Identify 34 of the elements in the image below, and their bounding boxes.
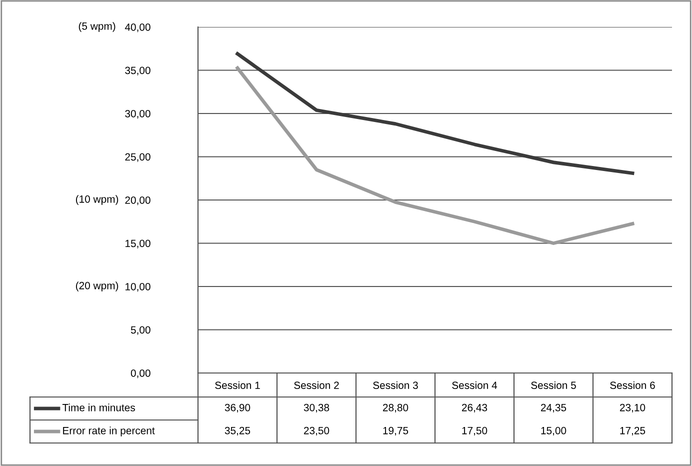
data-label: 28,80 [382,404,408,413]
y-tick-label: 15,00 [126,240,150,248]
data-label: 35,25 [224,426,250,436]
y-tick-label: 25,00 [125,153,150,162]
y-tick-label: 35,00 [125,66,150,76]
line-series [236,52,634,175]
x-tick-label: Session 6 [610,381,655,389]
data-label: 17,50 [462,426,488,436]
legend-label: Time in minutes [62,404,135,412]
legend-label: Error rate in percent [63,426,155,436]
data-label: 24,35 [540,404,566,413]
data-label: 19,75 [383,426,408,436]
text: (20 wpm) [76,282,118,292]
data-label: 36,90 [224,404,250,413]
text: (5 wpm) [78,22,116,32]
y-tick-label: 5,00 [130,326,150,335]
data-label: 15,00 [541,426,566,436]
y-tick-label: 30,00 [125,110,150,119]
line-series [236,66,634,245]
data-label: 23,50 [304,426,330,436]
y-tick-label: 0,00 [130,370,150,378]
x-tick-label: Session 3 [373,381,418,389]
data-label: 17,25 [620,426,646,436]
x-tick-label: Session 4 [452,381,498,389]
y-tick-label: 10,00 [126,283,150,292]
data-label: 30,38 [304,404,330,413]
y-tick-label: 20,00 [125,196,150,206]
data-label: 23,10 [620,404,646,413]
y-tick-label: 40,00 [124,24,150,32]
x-tick-label: Session 2 [294,381,339,389]
text: (10 wpm) [76,195,118,205]
data-label: 26,43 [462,404,488,413]
x-tick-label: Session 1 [215,381,260,389]
x-tick-label: Session 5 [531,381,576,389]
